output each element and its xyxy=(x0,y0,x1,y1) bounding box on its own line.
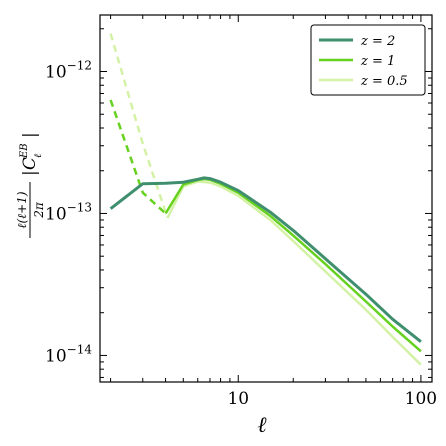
x-tick-label: 10 xyxy=(227,389,249,409)
x-tick-label: 100 xyxy=(405,389,437,409)
legend-label: z = 2 xyxy=(360,34,395,49)
series-line-dashed-z-0-5 xyxy=(109,33,169,219)
series-line-z-0-5 xyxy=(166,180,422,366)
series-line-z-2 xyxy=(109,176,422,343)
plot-frame xyxy=(99,14,433,383)
y-axis-label: ℓ(ℓ+1) 2π | C EB ℓ | xyxy=(15,132,46,238)
axis-ticks: 10 100 10−14 10−13 10−12 xyxy=(45,15,437,409)
svg-text:ℓ: ℓ xyxy=(33,154,44,158)
svg-text:|: | xyxy=(20,170,40,176)
legend-label: z = 1 xyxy=(360,54,395,69)
svg-text:ℓ(ℓ+1): ℓ(ℓ+1) xyxy=(15,191,29,228)
svg-text:2π: 2π xyxy=(32,201,46,219)
legend: z = 2 z = 1 z = 0.5 xyxy=(310,24,426,96)
series-line-dashed-z-1 xyxy=(109,99,167,215)
plot-area xyxy=(109,33,422,366)
svg-text:|: | xyxy=(20,132,40,138)
x-axis-label: ℓ xyxy=(257,413,267,438)
svg-text:EB: EB xyxy=(19,143,30,159)
y-tick-label: 10−14 xyxy=(45,342,92,366)
y-tick-label: 10−13 xyxy=(45,200,92,224)
legend-label: z = 0.5 xyxy=(360,74,408,89)
y-tick-label: 10−12 xyxy=(45,58,92,82)
svg-text:C: C xyxy=(20,157,40,170)
legend-box xyxy=(310,24,426,96)
